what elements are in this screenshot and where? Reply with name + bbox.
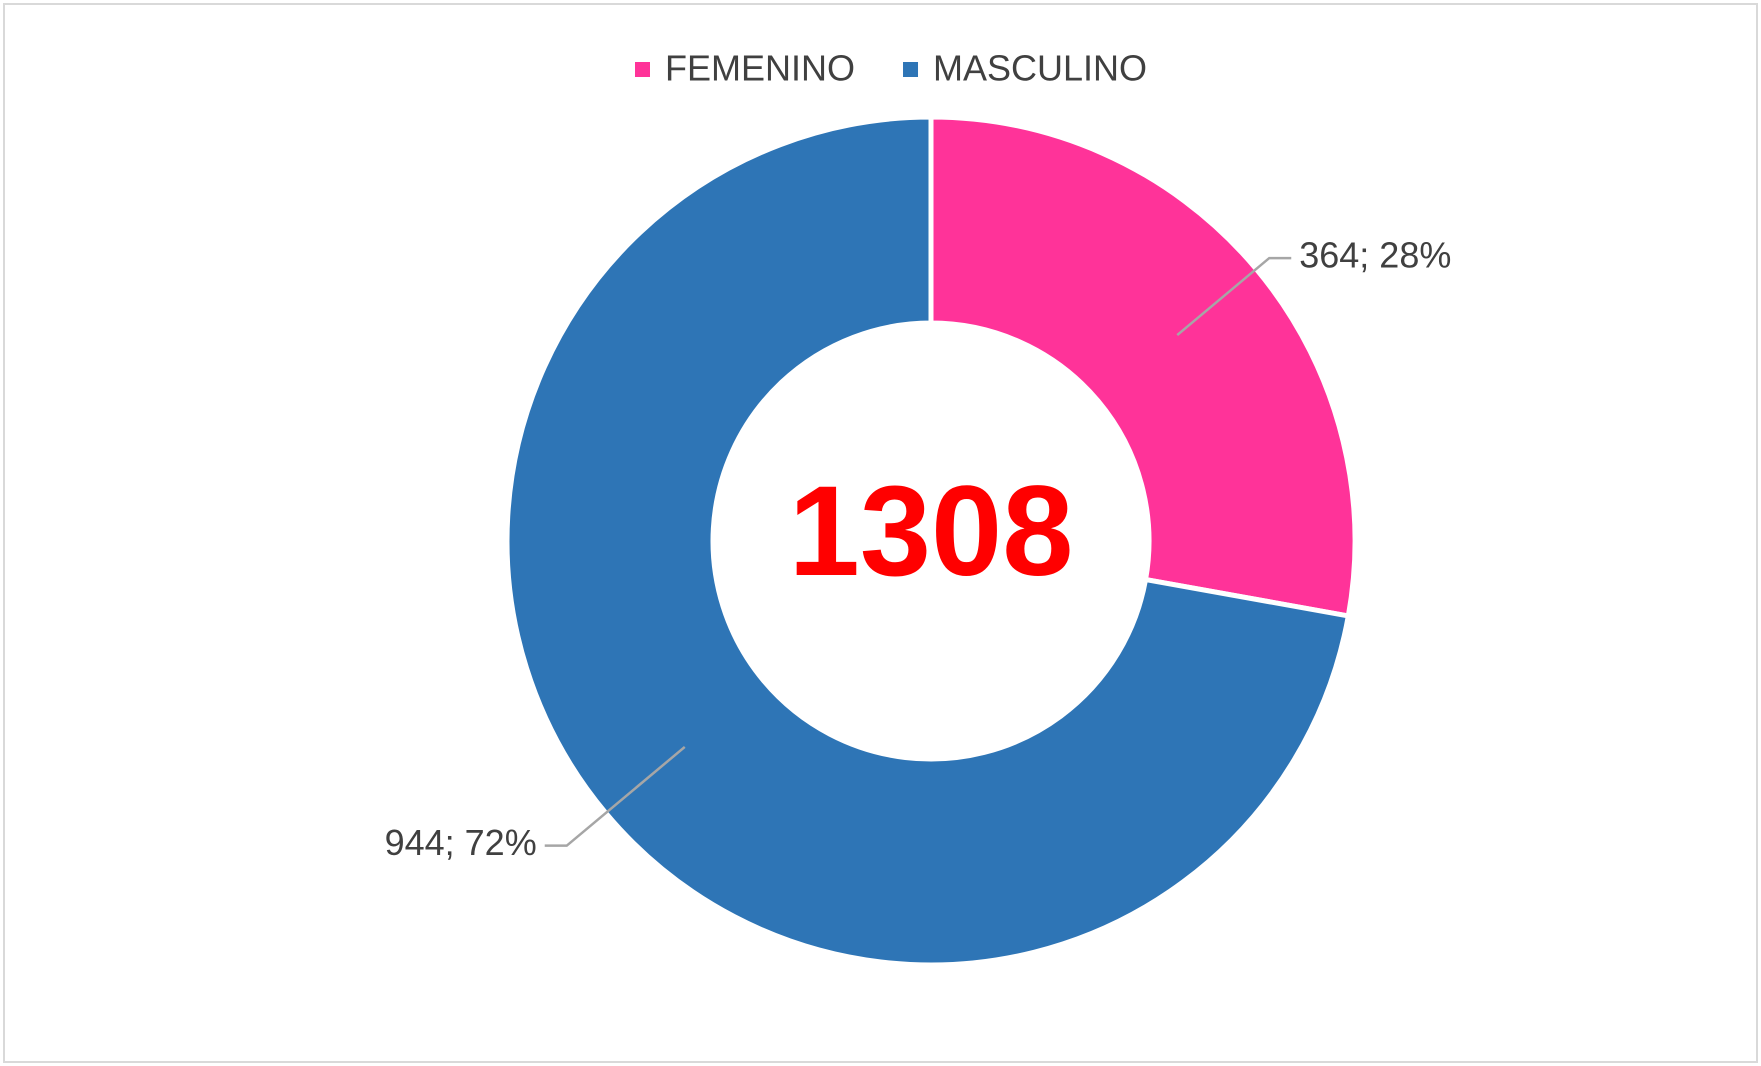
data-label: 364; 28% (1299, 235, 1451, 276)
center-total: 1308 (789, 460, 1074, 603)
leader-line (544, 745, 686, 847)
donut-slice (504, 114, 1352, 968)
data-label: 944; 72% (385, 822, 537, 863)
legend-swatch (903, 62, 919, 77)
leader-line (1176, 256, 1292, 337)
legend-swatch (635, 62, 650, 77)
legend-label: MASCULINO (933, 48, 1147, 89)
legend-label: FEMENINO (665, 48, 855, 89)
donut-slice (928, 114, 1358, 619)
